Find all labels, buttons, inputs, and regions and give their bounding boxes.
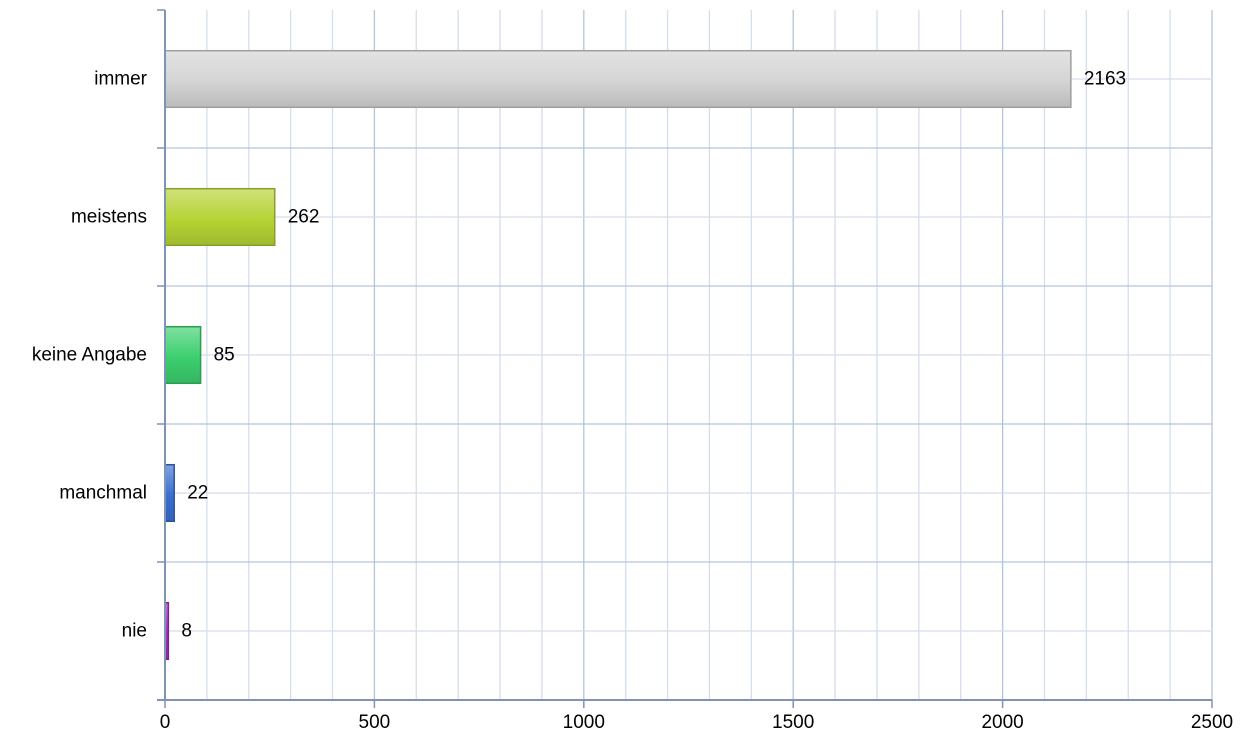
bar-manchmal — [164, 463, 175, 523]
bar-keine-angabe — [164, 325, 202, 385]
data-label-nie: 8 — [181, 621, 192, 642]
x-tick-label: 500 — [359, 712, 391, 733]
x-tick-label: 2000 — [981, 712, 1023, 733]
category-label-meistens: meistens — [71, 207, 147, 228]
category-label-nie: nie — [122, 621, 147, 642]
category-label-keine-angabe: keine Angabe — [32, 345, 147, 366]
data-label-immer: 2163 — [1084, 69, 1126, 90]
category-label-immer: immer — [94, 69, 147, 90]
category-label-manchmal: manchmal — [59, 483, 147, 504]
bars — [164, 49, 1072, 661]
data-label-keine-angabe: 85 — [214, 345, 235, 366]
axes — [157, 9, 1213, 708]
x-tick-label: 1000 — [563, 712, 605, 733]
bar-immer — [164, 49, 1072, 109]
x-tick-label: 2500 — [1191, 712, 1233, 733]
bar-meistens — [164, 187, 276, 247]
data-label-manchmal: 22 — [187, 483, 208, 504]
grid-lines — [165, 10, 1213, 700]
x-tick-label: 0 — [160, 712, 171, 733]
data-label-meistens: 262 — [288, 207, 320, 228]
labels: 2163 immer 262 meistens 85 keine Angabe 22 manc… — [32, 69, 1233, 734]
x-tick-label: 1500 — [772, 712, 814, 733]
